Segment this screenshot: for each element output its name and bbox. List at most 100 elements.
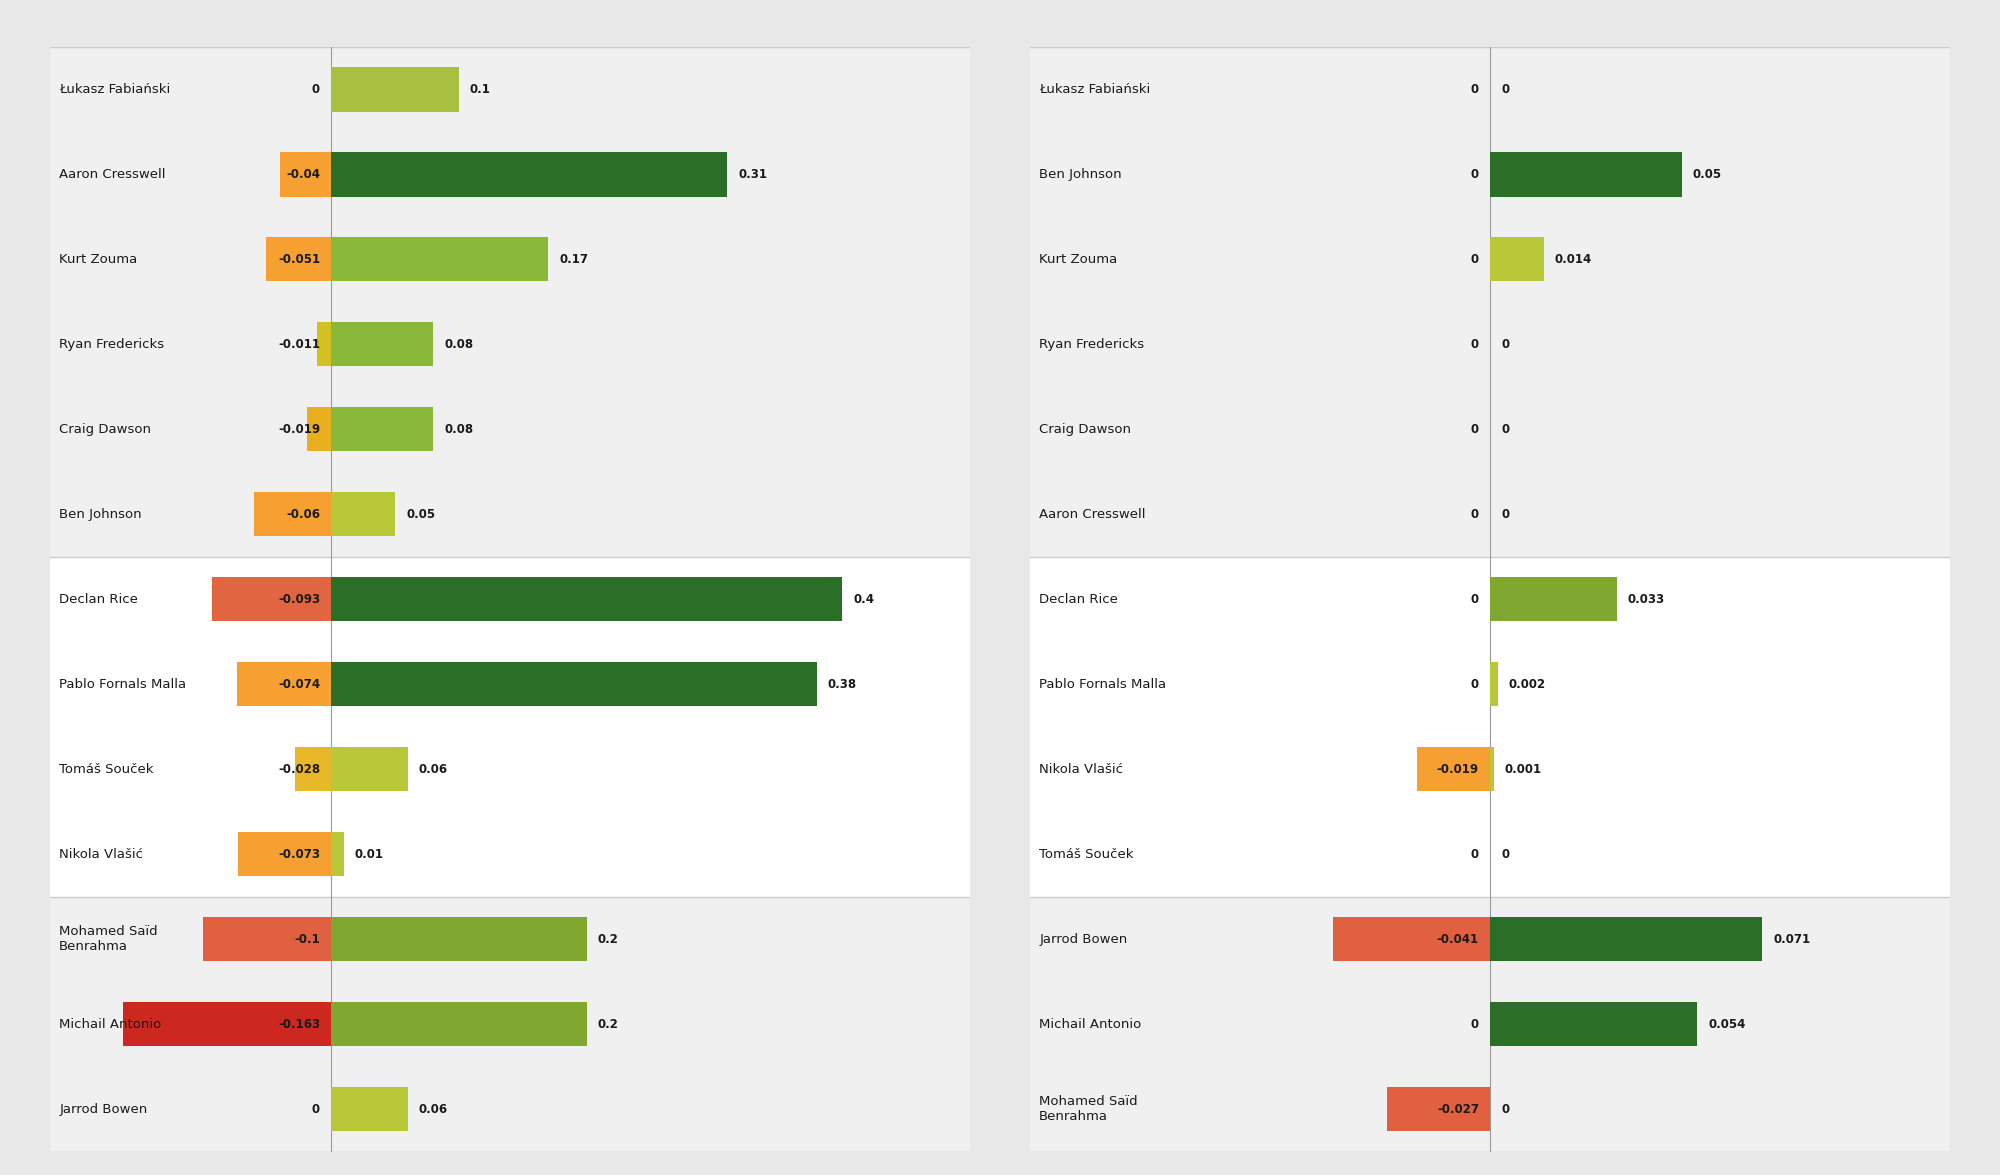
- Text: Łukasz Fabiański: Łukasz Fabiański: [60, 83, 170, 96]
- Text: -0.041: -0.041: [1436, 933, 1478, 946]
- Bar: [318, 322, 332, 367]
- Text: 0.08: 0.08: [444, 338, 474, 351]
- Text: 0.08: 0.08: [444, 423, 474, 436]
- Text: 0: 0: [1470, 253, 1478, 266]
- Text: 0: 0: [1470, 592, 1478, 606]
- Bar: [332, 663, 816, 706]
- Bar: [50, 557, 970, 897]
- Text: -0.019: -0.019: [278, 423, 320, 436]
- Text: Ryan Fredericks: Ryan Fredericks: [60, 338, 164, 351]
- Text: 0.1: 0.1: [470, 83, 490, 96]
- Bar: [236, 663, 332, 706]
- Text: 0: 0: [1502, 508, 1510, 521]
- Text: 0.4: 0.4: [854, 592, 874, 606]
- Text: -0.06: -0.06: [286, 508, 320, 521]
- Bar: [296, 747, 332, 791]
- Bar: [332, 322, 434, 367]
- Bar: [254, 492, 332, 536]
- Bar: [122, 1002, 332, 1046]
- Text: Michail Antonio: Michail Antonio: [1040, 1018, 1142, 1030]
- Bar: [306, 408, 332, 451]
- Bar: [1490, 577, 1616, 622]
- Text: 0.06: 0.06: [418, 763, 448, 776]
- Text: Mohamed Saïd
Benrahma: Mohamed Saïd Benrahma: [1040, 1095, 1138, 1123]
- Text: Declan Rice: Declan Rice: [1040, 592, 1118, 606]
- Text: -0.073: -0.073: [278, 847, 320, 860]
- Bar: [1332, 916, 1490, 961]
- Text: Ben Johnson: Ben Johnson: [60, 508, 142, 521]
- Bar: [204, 916, 332, 961]
- Text: Ben Johnson: Ben Johnson: [1040, 168, 1122, 181]
- Text: 0: 0: [1502, 847, 1510, 860]
- Text: 0: 0: [1470, 508, 1478, 521]
- Text: -0.074: -0.074: [278, 678, 320, 691]
- Text: Pablo Fornals Malla: Pablo Fornals Malla: [60, 678, 186, 691]
- Text: -0.04: -0.04: [286, 168, 320, 181]
- Bar: [212, 577, 332, 622]
- Bar: [332, 1002, 586, 1046]
- Bar: [50, 897, 970, 1152]
- Text: Michail Antonio: Michail Antonio: [60, 1018, 162, 1030]
- Text: -0.093: -0.093: [278, 592, 320, 606]
- Bar: [238, 832, 332, 877]
- Text: 0: 0: [1470, 338, 1478, 351]
- Bar: [1490, 153, 1682, 196]
- Text: 0.05: 0.05: [1692, 168, 1722, 181]
- Bar: [332, 1087, 408, 1132]
- Text: 0.001: 0.001: [1504, 763, 1542, 776]
- Text: 0.31: 0.31: [738, 168, 768, 181]
- Bar: [280, 153, 332, 196]
- Text: 0: 0: [1470, 847, 1478, 860]
- Text: 0: 0: [1502, 83, 1510, 96]
- Bar: [1490, 747, 1494, 791]
- Text: 0: 0: [1470, 1018, 1478, 1030]
- Bar: [332, 747, 408, 791]
- Text: -0.163: -0.163: [278, 1018, 320, 1030]
- Bar: [50, 47, 970, 557]
- Text: Aaron Cresswell: Aaron Cresswell: [60, 168, 166, 181]
- Text: Aaron Cresswell: Aaron Cresswell: [1040, 508, 1146, 521]
- Text: 0.05: 0.05: [406, 508, 436, 521]
- Bar: [332, 832, 344, 877]
- Text: Mohamed Saïd
Benrahma: Mohamed Saïd Benrahma: [60, 925, 158, 953]
- Text: Nikola Vlašić: Nikola Vlašić: [1040, 763, 1124, 776]
- Bar: [1490, 237, 1544, 282]
- Text: 0: 0: [1502, 338, 1510, 351]
- Text: 0.033: 0.033: [1628, 592, 1664, 606]
- Text: 0: 0: [1470, 168, 1478, 181]
- Text: 0.38: 0.38: [828, 678, 856, 691]
- Text: -0.051: -0.051: [278, 253, 320, 266]
- Bar: [1030, 897, 1950, 1152]
- Polygon shape: [0, 0, 714, 27]
- Bar: [332, 408, 434, 451]
- Bar: [1490, 663, 1498, 706]
- Text: 0: 0: [312, 83, 320, 96]
- Bar: [332, 916, 586, 961]
- Text: 0: 0: [1470, 83, 1478, 96]
- Text: 0: 0: [1470, 678, 1478, 691]
- Bar: [332, 153, 728, 196]
- Text: Craig Dawson: Craig Dawson: [60, 423, 152, 436]
- Text: Jarrod Bowen: Jarrod Bowen: [60, 1102, 148, 1115]
- Text: Ryan Fredericks: Ryan Fredericks: [1040, 338, 1144, 351]
- Bar: [1030, 47, 1950, 557]
- Bar: [332, 492, 396, 536]
- Text: -0.011: -0.011: [278, 338, 320, 351]
- Bar: [1490, 1002, 1696, 1046]
- Text: Tomáš Souček: Tomáš Souček: [1040, 847, 1134, 860]
- Text: 0: 0: [1502, 423, 1510, 436]
- Text: 0.2: 0.2: [598, 933, 618, 946]
- Text: Kurt Zouma: Kurt Zouma: [60, 253, 138, 266]
- Bar: [1030, 557, 1950, 897]
- Text: -0.019: -0.019: [1436, 763, 1478, 776]
- Text: 0.002: 0.002: [1508, 678, 1546, 691]
- Bar: [332, 67, 458, 112]
- Text: 0.06: 0.06: [418, 1102, 448, 1115]
- Text: Łukasz Fabiański: Łukasz Fabiański: [1040, 83, 1150, 96]
- Text: 0: 0: [1470, 423, 1478, 436]
- Bar: [1418, 747, 1490, 791]
- Text: -0.1: -0.1: [294, 933, 320, 946]
- Text: 0.17: 0.17: [560, 253, 588, 266]
- Text: Kurt Zouma: Kurt Zouma: [1040, 253, 1118, 266]
- Bar: [332, 237, 548, 282]
